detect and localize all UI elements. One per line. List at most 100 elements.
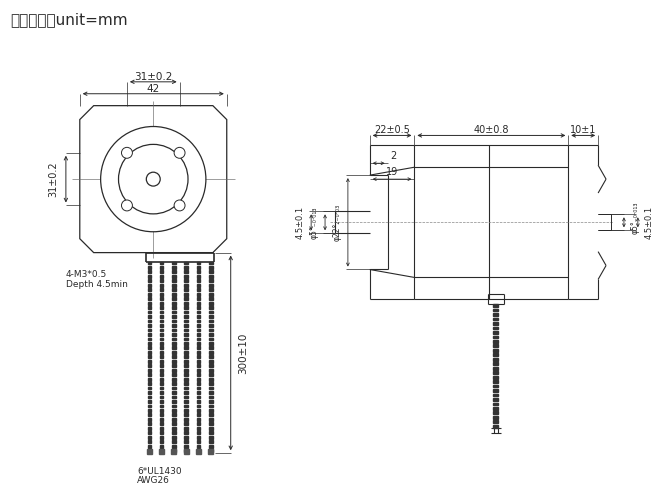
Polygon shape <box>160 315 163 318</box>
Polygon shape <box>172 266 176 269</box>
Polygon shape <box>197 297 201 300</box>
Polygon shape <box>185 315 188 318</box>
Polygon shape <box>160 445 163 447</box>
Polygon shape <box>185 346 188 349</box>
Polygon shape <box>172 418 176 421</box>
Polygon shape <box>185 365 188 367</box>
Polygon shape <box>172 405 176 407</box>
Polygon shape <box>185 373 188 376</box>
Polygon shape <box>185 423 188 425</box>
Polygon shape <box>147 360 151 363</box>
Circle shape <box>174 200 185 211</box>
Text: 19: 19 <box>386 167 398 177</box>
Polygon shape <box>147 342 151 345</box>
Polygon shape <box>493 398 498 401</box>
Polygon shape <box>160 409 163 412</box>
Polygon shape <box>147 382 151 385</box>
Polygon shape <box>209 275 212 278</box>
Polygon shape <box>172 400 176 403</box>
Polygon shape <box>493 353 498 356</box>
Polygon shape <box>160 302 163 305</box>
Polygon shape <box>172 262 176 264</box>
Polygon shape <box>172 293 176 296</box>
Polygon shape <box>197 315 201 318</box>
Polygon shape <box>147 449 152 454</box>
Polygon shape <box>185 324 188 327</box>
Polygon shape <box>147 293 151 296</box>
Polygon shape <box>197 431 201 434</box>
Circle shape <box>101 126 206 232</box>
Polygon shape <box>160 328 163 331</box>
Polygon shape <box>147 449 151 452</box>
Polygon shape <box>197 270 201 273</box>
Polygon shape <box>209 409 212 412</box>
Polygon shape <box>160 346 163 349</box>
Polygon shape <box>147 333 151 336</box>
Polygon shape <box>147 423 151 425</box>
Polygon shape <box>197 436 201 439</box>
Polygon shape <box>172 284 176 286</box>
Polygon shape <box>185 405 188 407</box>
Polygon shape <box>208 449 213 454</box>
Polygon shape <box>197 328 201 331</box>
Polygon shape <box>172 360 176 363</box>
Polygon shape <box>209 400 212 403</box>
Polygon shape <box>160 427 163 429</box>
Polygon shape <box>209 436 212 439</box>
Polygon shape <box>160 418 163 421</box>
Polygon shape <box>209 378 212 381</box>
Polygon shape <box>197 386 201 389</box>
Polygon shape <box>185 418 188 421</box>
Polygon shape <box>209 418 212 421</box>
Polygon shape <box>160 320 163 323</box>
Polygon shape <box>147 262 151 264</box>
Polygon shape <box>197 275 201 278</box>
Polygon shape <box>185 440 188 443</box>
Polygon shape <box>185 409 188 412</box>
Text: AWG26: AWG26 <box>137 476 170 486</box>
Polygon shape <box>197 311 201 313</box>
Polygon shape <box>197 396 201 398</box>
Polygon shape <box>160 284 163 286</box>
Polygon shape <box>160 369 163 371</box>
Polygon shape <box>172 338 176 340</box>
Polygon shape <box>209 427 212 429</box>
Polygon shape <box>160 355 163 358</box>
Polygon shape <box>147 324 151 327</box>
Polygon shape <box>172 346 176 349</box>
Polygon shape <box>209 320 212 323</box>
Polygon shape <box>185 311 188 313</box>
Polygon shape <box>80 105 226 253</box>
Text: 2: 2 <box>390 151 396 162</box>
Polygon shape <box>197 400 201 403</box>
Polygon shape <box>197 293 201 296</box>
Polygon shape <box>172 342 176 345</box>
Polygon shape <box>160 405 163 407</box>
Polygon shape <box>160 391 163 394</box>
Polygon shape <box>147 328 151 331</box>
Polygon shape <box>172 378 176 381</box>
Polygon shape <box>197 405 201 407</box>
Polygon shape <box>197 413 201 416</box>
Polygon shape <box>197 427 201 429</box>
Polygon shape <box>160 386 163 389</box>
Polygon shape <box>197 418 201 421</box>
Polygon shape <box>172 328 176 331</box>
Polygon shape <box>172 288 176 291</box>
Polygon shape <box>185 445 188 447</box>
Polygon shape <box>159 449 164 454</box>
Circle shape <box>122 200 132 211</box>
Polygon shape <box>147 378 151 381</box>
Polygon shape <box>147 391 151 394</box>
Polygon shape <box>493 371 498 374</box>
Polygon shape <box>172 270 176 273</box>
Polygon shape <box>185 306 188 309</box>
Polygon shape <box>160 449 163 452</box>
Polygon shape <box>197 320 201 323</box>
Text: 40±0.8: 40±0.8 <box>473 125 509 136</box>
Polygon shape <box>209 288 212 291</box>
Polygon shape <box>147 440 151 443</box>
Polygon shape <box>493 336 498 338</box>
Polygon shape <box>209 270 212 273</box>
Polygon shape <box>209 391 212 394</box>
